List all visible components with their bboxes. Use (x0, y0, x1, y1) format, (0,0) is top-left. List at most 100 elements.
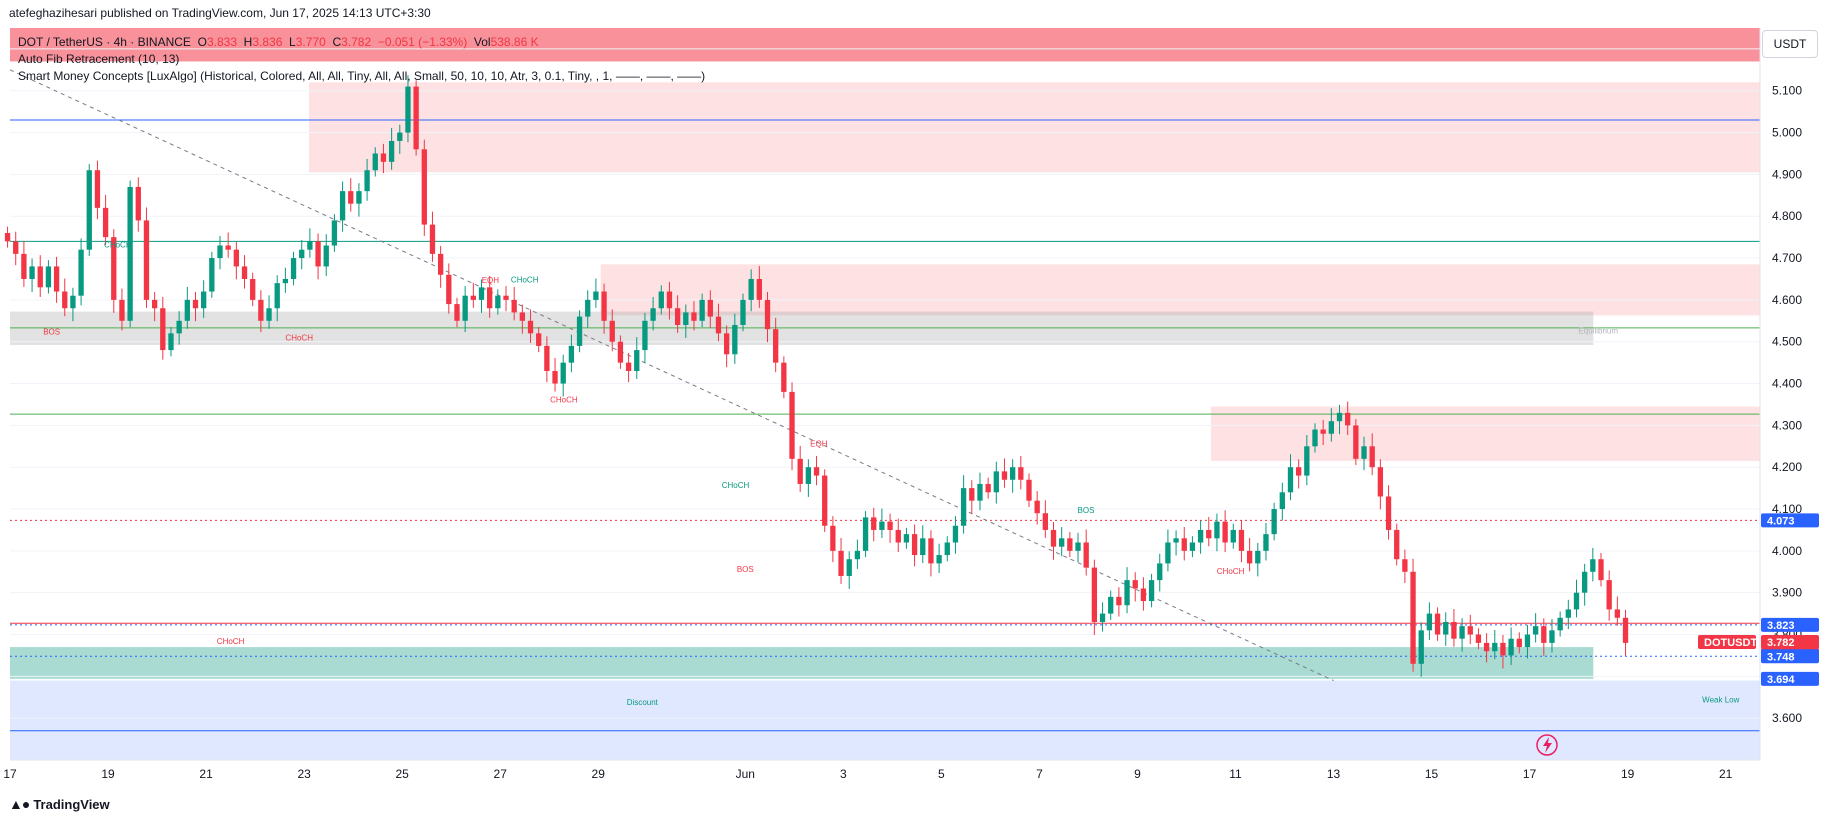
currency-button[interactable]: USDT (1762, 30, 1818, 58)
x-tick-label: 19 (101, 767, 115, 781)
y-tick-label: 5.000 (1772, 126, 1802, 140)
candle-body (511, 299, 517, 313)
candle-body (356, 191, 362, 204)
price-label-box (1761, 671, 1819, 686)
candle-body (1557, 617, 1563, 631)
candle-body (62, 291, 68, 309)
y-tick-label: 3.900 (1772, 586, 1802, 600)
candle-body (258, 299, 264, 321)
y-tick-label: 4.600 (1772, 293, 1802, 307)
candle-body (192, 299, 199, 309)
candle-body (1189, 542, 1196, 551)
candle-body (503, 295, 509, 300)
candle-body (1271, 509, 1277, 535)
brand-label: TradingView (33, 796, 110, 812)
candle-body (822, 475, 828, 526)
candle-body (732, 324, 738, 355)
candle-body (952, 525, 959, 543)
candle-body (299, 249, 305, 259)
price-label-text: DOTUSDT (1704, 637, 1757, 649)
candle-body (1001, 471, 1008, 480)
zones-layer (10, 28, 1760, 760)
candle-body (1246, 550, 1253, 564)
candle-body (1050, 529, 1057, 547)
x-tick-label: 3 (840, 767, 847, 781)
x-tick-label: 21 (1719, 767, 1733, 781)
candle-body (1026, 479, 1032, 501)
candle-body (1173, 538, 1179, 543)
indicator-fib[interactable]: Auto Fib Retracement (10, 13) (18, 52, 180, 66)
candle-body (462, 295, 468, 321)
candle-body (1222, 521, 1228, 543)
annotation-label: Weak Low (1702, 696, 1739, 705)
price-label-box (1761, 513, 1819, 528)
candle-body (250, 278, 256, 300)
candles-layer (4, 75, 1629, 677)
candle-body (1328, 421, 1334, 434)
price-label-text: 3.694 (1767, 674, 1795, 686)
annotation-label: EQH (810, 439, 828, 448)
candle-body (405, 86, 411, 133)
candle-body (372, 153, 378, 171)
candle-body (895, 529, 901, 543)
candle-body (184, 299, 190, 321)
candle-body (1402, 559, 1408, 572)
candle-body (993, 471, 999, 493)
candle-body (642, 320, 648, 351)
candle-body (764, 299, 771, 330)
candle-body (388, 140, 395, 162)
candle-body (1385, 496, 1392, 530)
price-label-text: 4.073 (1767, 515, 1795, 527)
candle-body (1108, 596, 1114, 614)
candle-body (437, 253, 444, 275)
candle-body (1132, 580, 1138, 589)
candle-body (1312, 429, 1318, 447)
candle-body (1598, 559, 1604, 581)
candle-body (609, 320, 615, 342)
candle-body (1279, 492, 1285, 510)
price-label-text: 3.823 (1767, 620, 1795, 632)
candle-body (1304, 446, 1310, 476)
candle-body (585, 299, 591, 317)
x-tick-label: 17 (3, 767, 17, 781)
candle-body (1263, 534, 1269, 551)
candle-body (593, 291, 599, 300)
candle-body (13, 241, 19, 254)
candle-body (53, 266, 60, 292)
candle-body (1418, 630, 1424, 664)
candle-body (601, 291, 607, 321)
candle-body (446, 274, 452, 305)
candle-body (364, 170, 370, 192)
x-tick-label: 11 (1229, 767, 1242, 781)
candle-body (1345, 412, 1351, 426)
candle-body (307, 241, 313, 250)
candle-body (127, 186, 133, 321)
candle-body (1042, 513, 1048, 530)
candle-body (846, 559, 852, 576)
candle-body (339, 191, 346, 221)
candle-body (380, 153, 387, 162)
y-tick-label: 4.500 (1772, 335, 1802, 349)
x-tick-label: 13 (1327, 767, 1341, 781)
candle-body (699, 299, 705, 321)
high-label: H (243, 35, 253, 49)
candle-body (903, 534, 910, 543)
indicator-smc[interactable]: Smart Money Concepts [LuxAlgo] (Historic… (18, 69, 706, 83)
price-label-text: 3.782 (1767, 637, 1795, 649)
x-tick-label: 25 (395, 767, 409, 781)
candle-body (282, 278, 289, 284)
candle-body (1124, 580, 1130, 606)
annotation-label: CHoCH (722, 481, 750, 490)
candle-body (1606, 580, 1612, 610)
candle-body (1075, 542, 1081, 551)
footer-brand[interactable]: ▲● TradingView (9, 796, 110, 812)
premium-zone (10, 28, 1760, 62)
candle-body (969, 488, 975, 501)
candle-body (1426, 613, 1433, 631)
candle-body (1320, 429, 1326, 434)
x-axis: 17 19 21 23 25 27 29 Jun 3 5 7 9 11 13 15 17 19 21 (3, 759, 1760, 781)
candle-body (723, 333, 730, 355)
candle-body (78, 249, 84, 296)
x-tick-label: 5 (938, 767, 945, 781)
